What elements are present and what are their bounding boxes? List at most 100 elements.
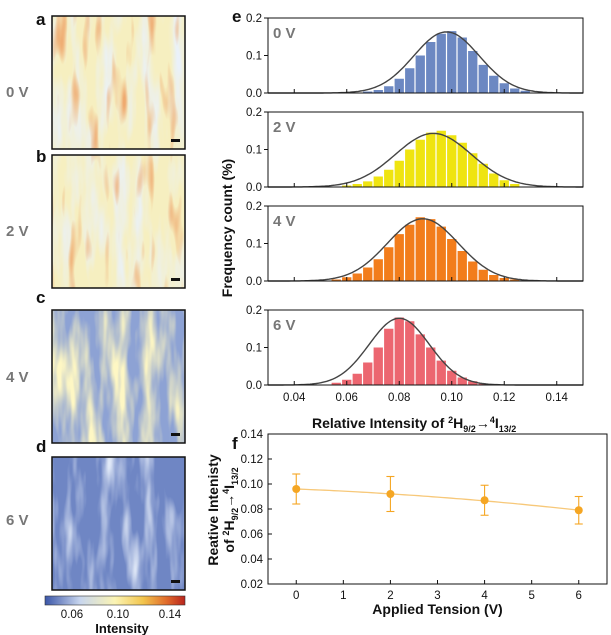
histogram-bar — [447, 31, 457, 93]
x-tick-label: 0.10 — [441, 392, 463, 404]
histogram-6v: 0.0 0.1 0.2 6 V — [246, 305, 584, 392]
histogram-bar — [468, 261, 478, 281]
map-hotspots — [52, 155, 185, 288]
x-axis-title: Relative Intensity of 2H9/2→4I13/2 — [312, 415, 516, 434]
panel-c: c 4 V — [6, 288, 186, 444]
histogram-bar — [436, 226, 446, 281]
histogram-bar — [405, 68, 415, 93]
histogram-bar — [384, 328, 394, 385]
histogram-bar — [489, 173, 499, 187]
map-hotspots — [52, 16, 185, 149]
x-tick-label: 0.08 — [388, 392, 410, 404]
histogram-bar — [520, 90, 530, 93]
histogram-bar — [405, 149, 415, 187]
histogram-bar — [352, 184, 362, 187]
subplot-voltage-label: 4 V — [273, 213, 296, 230]
x-tick-label: 1 — [340, 590, 346, 602]
data-point — [480, 496, 489, 505]
histogram-bar — [478, 269, 488, 281]
histogram-bar — [489, 275, 499, 281]
histogram-bar — [331, 279, 341, 281]
data-point — [574, 506, 583, 515]
histogram-bar — [373, 347, 383, 385]
x-tick-label: 0 — [293, 590, 299, 602]
voltage-label-6v: 6 V — [6, 512, 29, 529]
histogram-bar — [499, 83, 509, 93]
histogram-4v: 0.0 0.1 0.2 4 V — [246, 201, 584, 288]
histogram-bar — [373, 176, 383, 187]
x-tick-label: 0.12 — [493, 392, 515, 404]
y-tick-label: 0.0 — [246, 276, 262, 288]
histogram-bar — [394, 160, 404, 187]
histogram-bar — [436, 33, 446, 93]
scale-bar — [171, 580, 180, 583]
histogram-bar — [405, 224, 415, 281]
gaussian-fit-curve — [268, 31, 583, 94]
y-tick-label: 0.0 — [246, 182, 262, 194]
y-tick-label: 0.1 — [246, 51, 262, 63]
histogram-bar — [510, 184, 520, 187]
panel-e: e 0.00.10.20 V0.00.10.22 V0.00.10.24 V0.… — [219, 7, 584, 434]
y-tick-label: 0.12 — [241, 454, 263, 466]
y-tick-label: 0.1 — [246, 145, 262, 157]
histogram-bar — [331, 382, 341, 385]
gaussian-fit-curve — [268, 132, 583, 188]
y-tick-label: 0.2 — [246, 107, 262, 119]
colorbar-tick: 0.14 — [159, 609, 182, 621]
histogram-bar — [468, 381, 478, 385]
histogram-bar — [373, 259, 383, 281]
histogram-bar — [426, 219, 436, 281]
y-tick-label: 0.06 — [241, 529, 263, 541]
gaussian-fit-curve — [268, 317, 583, 386]
y-tick-label: 0.2 — [246, 305, 262, 317]
histogram-bar — [415, 139, 425, 187]
histogram-bar — [447, 370, 457, 385]
voltage-label-4v: 4 V — [6, 369, 29, 386]
axes-frame — [267, 433, 608, 585]
panel-label-e: e — [232, 7, 241, 26]
histogram-bar — [447, 135, 457, 187]
colorbar-title: Intensity — [95, 621, 149, 635]
colorbar: 0.06 0.10 0.14 Intensity — [44, 595, 186, 635]
scale-bar — [171, 278, 180, 281]
map-frame — [51, 456, 186, 591]
histogram-bar — [363, 362, 373, 385]
panel-label-a: a — [36, 10, 46, 29]
subplot-voltage-label: 2 V — [273, 119, 296, 136]
x-tick-label: 0.06 — [336, 392, 358, 404]
histogram-bar — [457, 37, 467, 93]
map-frame — [51, 309, 186, 444]
histogram-bar — [457, 142, 467, 187]
panel-b: b 2 V — [6, 147, 186, 289]
y-tick-label: 0.0 — [246, 380, 262, 392]
x-tick-label: 5 — [528, 590, 534, 602]
panel-label-c: c — [36, 288, 45, 307]
x-tick-label: 6 — [576, 590, 582, 602]
histogram-2v: 0.0 0.1 0.2 2 V — [246, 107, 584, 194]
histogram-bar — [352, 373, 362, 385]
voltage-label-0v: 0 V — [6, 84, 29, 101]
axes-frame — [267, 309, 584, 386]
histogram-bar — [457, 251, 467, 281]
histogram-bar — [510, 279, 520, 281]
histogram-bar — [394, 317, 404, 385]
colorbar-tick: 0.06 — [61, 609, 83, 621]
map-frame — [51, 154, 186, 289]
x-tick-label: 3 — [434, 590, 440, 602]
histogram-bar — [415, 334, 425, 385]
y-axis-title: Reative Intenisty — [205, 454, 221, 565]
histogram-bar — [405, 321, 415, 385]
colorbar-tick: 0.10 — [107, 609, 129, 621]
x-tick-label: 0.14 — [546, 392, 569, 404]
histogram-bar — [489, 75, 499, 93]
y-axis-title: Frequency count (%) — [219, 159, 235, 297]
histogram-bar — [468, 153, 478, 187]
x-tick-label: 0.04 — [283, 392, 306, 404]
histogram-bar — [426, 42, 436, 93]
trend-line — [296, 488, 579, 511]
histogram-bar — [415, 55, 425, 93]
histogram-bar — [384, 86, 394, 93]
voltage-label-2v: 2 V — [6, 223, 29, 240]
histogram-bar — [352, 273, 362, 281]
